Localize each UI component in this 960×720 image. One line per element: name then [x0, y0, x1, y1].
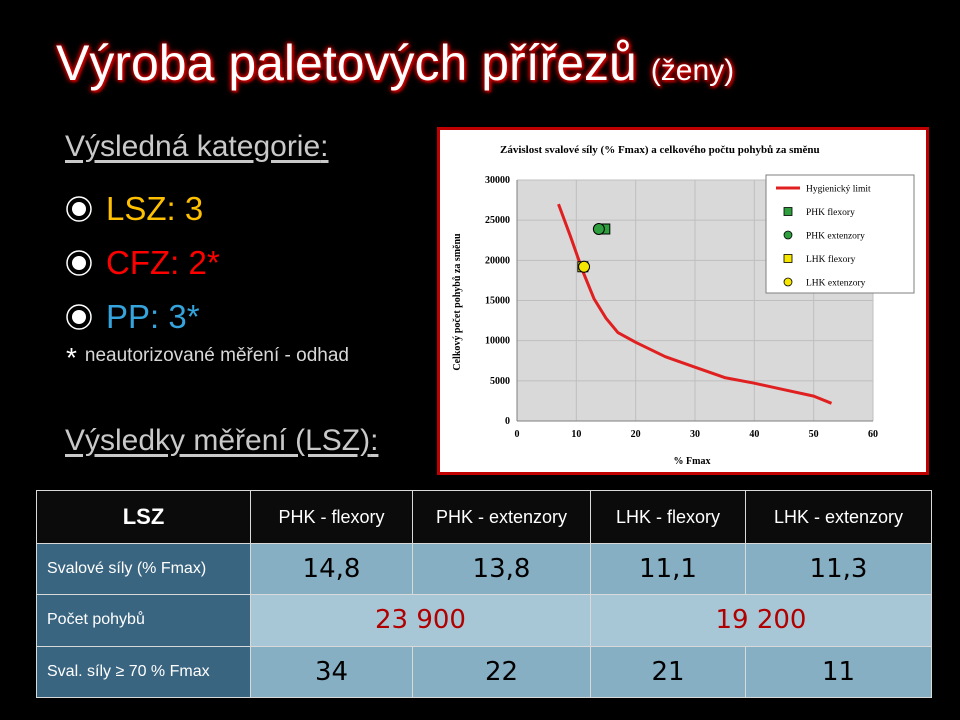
legend-label: LHK extenzory — [806, 279, 866, 289]
cell-force70-phk-flexory: 34 — [250, 645, 413, 699]
legend-label: Hygienický limit — [806, 185, 871, 195]
footnote-star: * — [66, 342, 77, 373]
results-heading-colon: : — [370, 424, 379, 457]
header-phk-extenzory: PHK - extenzory — [412, 490, 591, 544]
category-list: LSZ: 3 CFZ: 2* PP: 3* — [66, 182, 220, 344]
legend-circle-marker — [783, 277, 793, 287]
chart-panel: 0 10 20 30 40 50 60 0 5000 10000 15000 20000 25000 30… — [437, 127, 929, 475]
x-tick-label: 50 — [809, 429, 819, 440]
cell-movements-lhk: 19 200 — [590, 594, 932, 647]
slide-title: Výroba paletových přířezů (ženy) — [56, 34, 734, 92]
title-main: Výroba paletových přířezů — [56, 35, 637, 91]
category-heading-text: Výsledná kategorie — [65, 130, 321, 163]
row-label-force70: Sval. síly ≥ 70 % Fmax — [36, 645, 251, 699]
x-axis-label: % Fmax — [674, 456, 711, 467]
data-point-circle — [592, 223, 605, 236]
table-row: Počet pohybů 23 900 19 200 — [36, 594, 932, 647]
data-point-circle — [578, 260, 591, 273]
x-tick-label: 60 — [868, 429, 878, 440]
cell-force70-lhk-flexory: 21 — [590, 645, 746, 699]
cell-force70-lhk-extenzory: 11 — [745, 645, 932, 699]
y-tick-label: 15000 — [485, 296, 510, 307]
footnote-text: neautorizované měření - odhad — [84, 345, 349, 366]
y-tick-label: 30000 — [485, 175, 510, 186]
scatter-chart: 0 10 20 30 40 50 60 0 5000 10000 15000 20000 25000 30… — [452, 144, 915, 467]
header-lhk-flexory: LHK - flexory — [590, 490, 746, 544]
y-tick-label: 20000 — [485, 255, 510, 266]
row-label-movements: Počet pohybů — [36, 594, 251, 647]
results-heading: Výsledky měření (LSZ): — [65, 424, 378, 458]
sun-bullet-icon — [66, 196, 92, 222]
y-tick-label: 5000 — [490, 376, 510, 387]
y-tick-label: 0 — [505, 416, 510, 427]
results-heading-text: Výsledky měření (LSZ) — [65, 424, 371, 457]
legend-square-marker — [783, 254, 793, 263]
cell-force-phk-flexory: 14,8 — [250, 542, 413, 596]
series-line-hygienic-limit — [557, 203, 833, 405]
category-cfz: CFZ: 2* — [106, 244, 220, 281]
header-lhk-extenzory: LHK - extenzory — [745, 490, 932, 544]
row-label-force: Svalové síly (% Fmax) — [36, 542, 251, 596]
x-tick-label: 10 — [571, 429, 581, 440]
category-pp: PP: 3* — [106, 298, 200, 335]
x-tick-label: 30 — [690, 429, 700, 440]
title-sub: (ženy) — [650, 54, 735, 87]
legend-box — [765, 174, 915, 294]
sun-bullet-icon — [66, 250, 92, 276]
legend-circle-marker — [783, 230, 793, 240]
table-row: Svalové síly (% Fmax) 14,8 13,8 11,1 11,… — [36, 542, 932, 596]
table-header-row: LSZ PHK - flexory PHK - extenzory LHK - … — [36, 490, 932, 544]
cell-force-phk-extenzory: 13,8 — [412, 542, 591, 596]
category-item-cfz: CFZ: 2* — [66, 236, 220, 290]
chart-title: Závislost svalové síly (% Fmax) a celkov… — [500, 144, 820, 156]
category-heading-colon: : — [320, 130, 329, 163]
cell-movements-phk: 23 900 — [250, 594, 591, 647]
cell-force70-phk-extenzory: 22 — [412, 645, 591, 699]
category-heading: Výsledná kategorie: — [65, 130, 329, 164]
cell-force-lhk-extenzory: 11,3 — [745, 542, 932, 596]
cell-force-lhk-flexory: 11,1 — [590, 542, 746, 596]
table-row: Sval. síly ≥ 70 % Fmax 34 22 21 11 — [36, 645, 932, 699]
x-tick-label: 40 — [749, 429, 759, 440]
header-lsz: LSZ — [36, 490, 251, 544]
category-lsz: LSZ: 3 — [106, 190, 204, 227]
legend-square-marker — [783, 207, 793, 216]
sun-bullet-icon — [66, 304, 92, 330]
category-item-lsz: LSZ: 3 — [66, 182, 220, 236]
legend-label: PHK extenzory — [806, 232, 865, 242]
y-axis-label: Celkový počet pohybů za směnu — [452, 233, 463, 371]
legend-label: PHK flexory — [806, 207, 855, 218]
header-phk-flexory: PHK - flexory — [250, 490, 413, 544]
x-tick-label: 20 — [631, 429, 641, 440]
x-tick-label: 0 — [515, 429, 520, 440]
y-tick-label: 25000 — [485, 215, 510, 226]
results-table: LSZ PHK - flexory PHK - extenzory LHK - … — [36, 490, 932, 699]
footnote: * neautorizované měření - odhad — [66, 342, 349, 374]
category-item-pp: PP: 3* — [66, 290, 220, 344]
y-tick-label: 10000 — [485, 336, 510, 347]
legend-label: LHK flexory — [806, 254, 856, 265]
